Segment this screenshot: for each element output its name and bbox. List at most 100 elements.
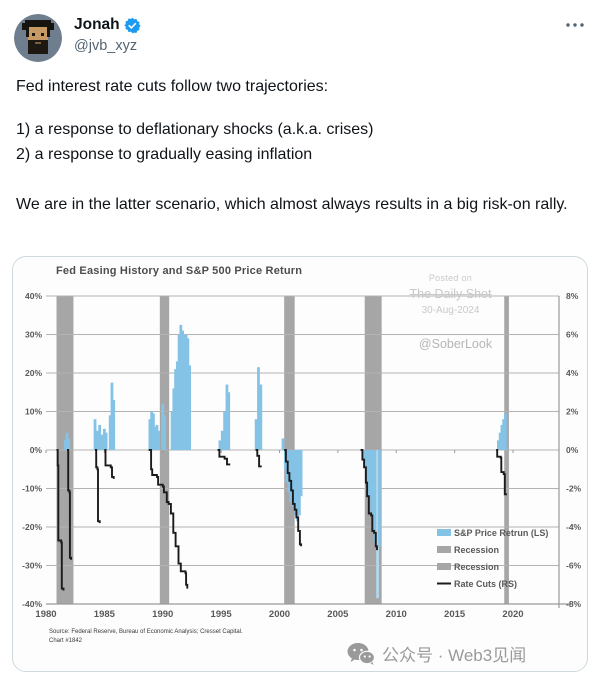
chart-legend: S&P Price Retrun (LS) Recession Recession R…	[437, 528, 548, 589]
sp-return-bar	[155, 424, 159, 450]
rate-cut-segment	[56, 449, 65, 591]
sp-return-bar	[294, 450, 298, 516]
x-axis-tick-label: 1995	[211, 609, 233, 620]
right-axis-tick-label: 6%	[566, 330, 579, 340]
x-axis-tick-label: 2015	[444, 609, 466, 620]
x-axis-tick-label: 1990	[152, 609, 173, 620]
legend-swatch	[437, 529, 451, 536]
sp-return-bar	[365, 450, 369, 481]
rate-cut-segment	[148, 449, 189, 589]
sp-return-bar	[182, 334, 186, 450]
sp-return-bar	[179, 324, 183, 450]
left-axis-tick-label: -10%	[22, 484, 42, 494]
axis-labels: 40% 8% 30% 6% 20% 4% 10% 2% 0% 0% -10% -2% -20% -4% -3…	[22, 291, 581, 620]
sp-return-bar	[188, 365, 192, 450]
fed-easing-chart: 40% 8% 30% 6% 20% 4% 10% 2% 0% 0% -10% -2% -20% -4% -3…	[22, 291, 581, 620]
author-handle[interactable]: @jvb_xyz	[74, 38, 138, 54]
sp-return-bar	[372, 450, 375, 527]
sp-return-bar	[367, 450, 371, 497]
right-axis-tick-label: -4%	[566, 522, 582, 532]
sp-return-bar	[504, 413, 507, 450]
sp-return-bar	[292, 450, 296, 510]
right-axis-tick-label: -8%	[566, 599, 582, 609]
watermark-date: 30-Aug-2024	[421, 305, 480, 316]
verified-badge-icon	[123, 17, 141, 33]
sp-return-bar	[161, 403, 165, 450]
tweet-text-paragraph: Fed interest rate cuts follow two trajec…	[16, 78, 329, 95]
sp-return-bar	[500, 424, 504, 450]
sp-return-bar	[157, 430, 161, 450]
sp-return-bar	[153, 426, 157, 450]
left-axis-tick-label: 30%	[25, 330, 42, 340]
sp-return-bar	[223, 411, 227, 450]
sp-return-bar	[287, 450, 291, 493]
rate-cut-segment	[284, 449, 303, 547]
watermark-posted-on: Posted on	[428, 273, 473, 283]
author-block: Jonah @jvb_xyz	[74, 15, 141, 56]
left-axis-tick-label: 0%	[30, 445, 43, 455]
x-axis-tick-label: 2005	[327, 609, 349, 620]
x-axis-tick-label: 2000	[269, 609, 290, 620]
x-axis-tick-label: 2010	[386, 609, 407, 620]
chart-source-note: Source: Federal Reserve, Bureau of Econo…	[49, 628, 243, 646]
wechat-icon	[347, 642, 375, 665]
tweet-body: Fed interest rate cuts follow two trajec…	[16, 74, 584, 217]
sp-return-bar	[104, 432, 108, 450]
sp-return-bar	[290, 450, 294, 506]
left-axis-tick-label: -40%	[22, 599, 42, 609]
sp-return-bar	[377, 450, 381, 547]
left-axis-tick-label: 40%	[25, 291, 42, 301]
right-axis-tick-label: 2%	[566, 407, 579, 417]
x-axis-tick-label: 2020	[502, 609, 523, 620]
sp-return-bar	[225, 384, 229, 450]
sp-return-bar	[373, 450, 377, 543]
tweet-text-paragraph: We are in the latter scenario, which alm…	[16, 196, 568, 213]
rate-cut-segment	[104, 449, 115, 479]
wechat-watermark: 公众号 · Web3见闻	[347, 641, 526, 666]
right-axis-tick-label: 8%	[566, 291, 579, 301]
avatar[interactable]	[14, 14, 62, 62]
sp-return-bar	[93, 419, 97, 450]
sp-return-bar	[363, 450, 367, 466]
sp-return-bar	[257, 367, 260, 450]
sp-return-bar	[175, 361, 179, 450]
tweet-text-list: 1) a response to deflationary shocks (a.…	[16, 117, 584, 167]
left-axis-tick-label: 20%	[25, 368, 42, 378]
sp-return-bar	[98, 424, 102, 450]
rate-cut-segment	[95, 449, 101, 524]
watermark-block: Posted on The Daily Shot 30-Aug-2024	[398, 273, 503, 316]
chart-card[interactable]: 40% 8% 30% 6% 20% 4% 10% 2% 0% 0% -10% -2% -20% -4% -3…	[12, 256, 588, 672]
sp-return-bar	[502, 419, 506, 450]
sp-return-bar	[177, 334, 181, 450]
sp-return-bar	[186, 338, 190, 450]
sp-return-bar	[65, 432, 69, 450]
sp-return-bar	[163, 415, 166, 450]
sp-return-bar	[181, 330, 184, 450]
sp-return-bar	[227, 392, 231, 450]
sp-return-bar	[289, 450, 292, 502]
gridlines	[45, 295, 571, 608]
left-axis-tick-label: -20%	[22, 522, 42, 532]
sp-return-bar	[67, 438, 71, 450]
sp-return-bar	[184, 334, 188, 450]
rate-cuts-line	[56, 449, 507, 591]
right-axis-tick-label: -6%	[566, 561, 582, 571]
legend-label: Recession	[454, 545, 499, 555]
left-axis-tick-label: -30%	[22, 561, 42, 571]
sp-return-bar	[110, 382, 114, 450]
legend-label: S&P Price Retrun (LS)	[454, 528, 548, 538]
rate-cut-segment	[217, 449, 231, 466]
sp-return-bars	[63, 324, 507, 599]
sp-return-bar	[281, 438, 285, 450]
sp-return-bar	[498, 432, 502, 450]
rate-cut-segment	[360, 449, 378, 551]
author-name[interactable]: Jonah	[74, 16, 120, 33]
sp-return-bar	[299, 450, 303, 497]
rate-cut-segment	[255, 449, 262, 468]
more-button[interactable]	[564, 16, 586, 34]
left-axis-tick-label: 10%	[25, 407, 42, 417]
sp-return-bar	[172, 388, 176, 450]
sp-return-bar	[63, 440, 67, 450]
legend-label: Rate Cuts (RS)	[454, 579, 517, 589]
